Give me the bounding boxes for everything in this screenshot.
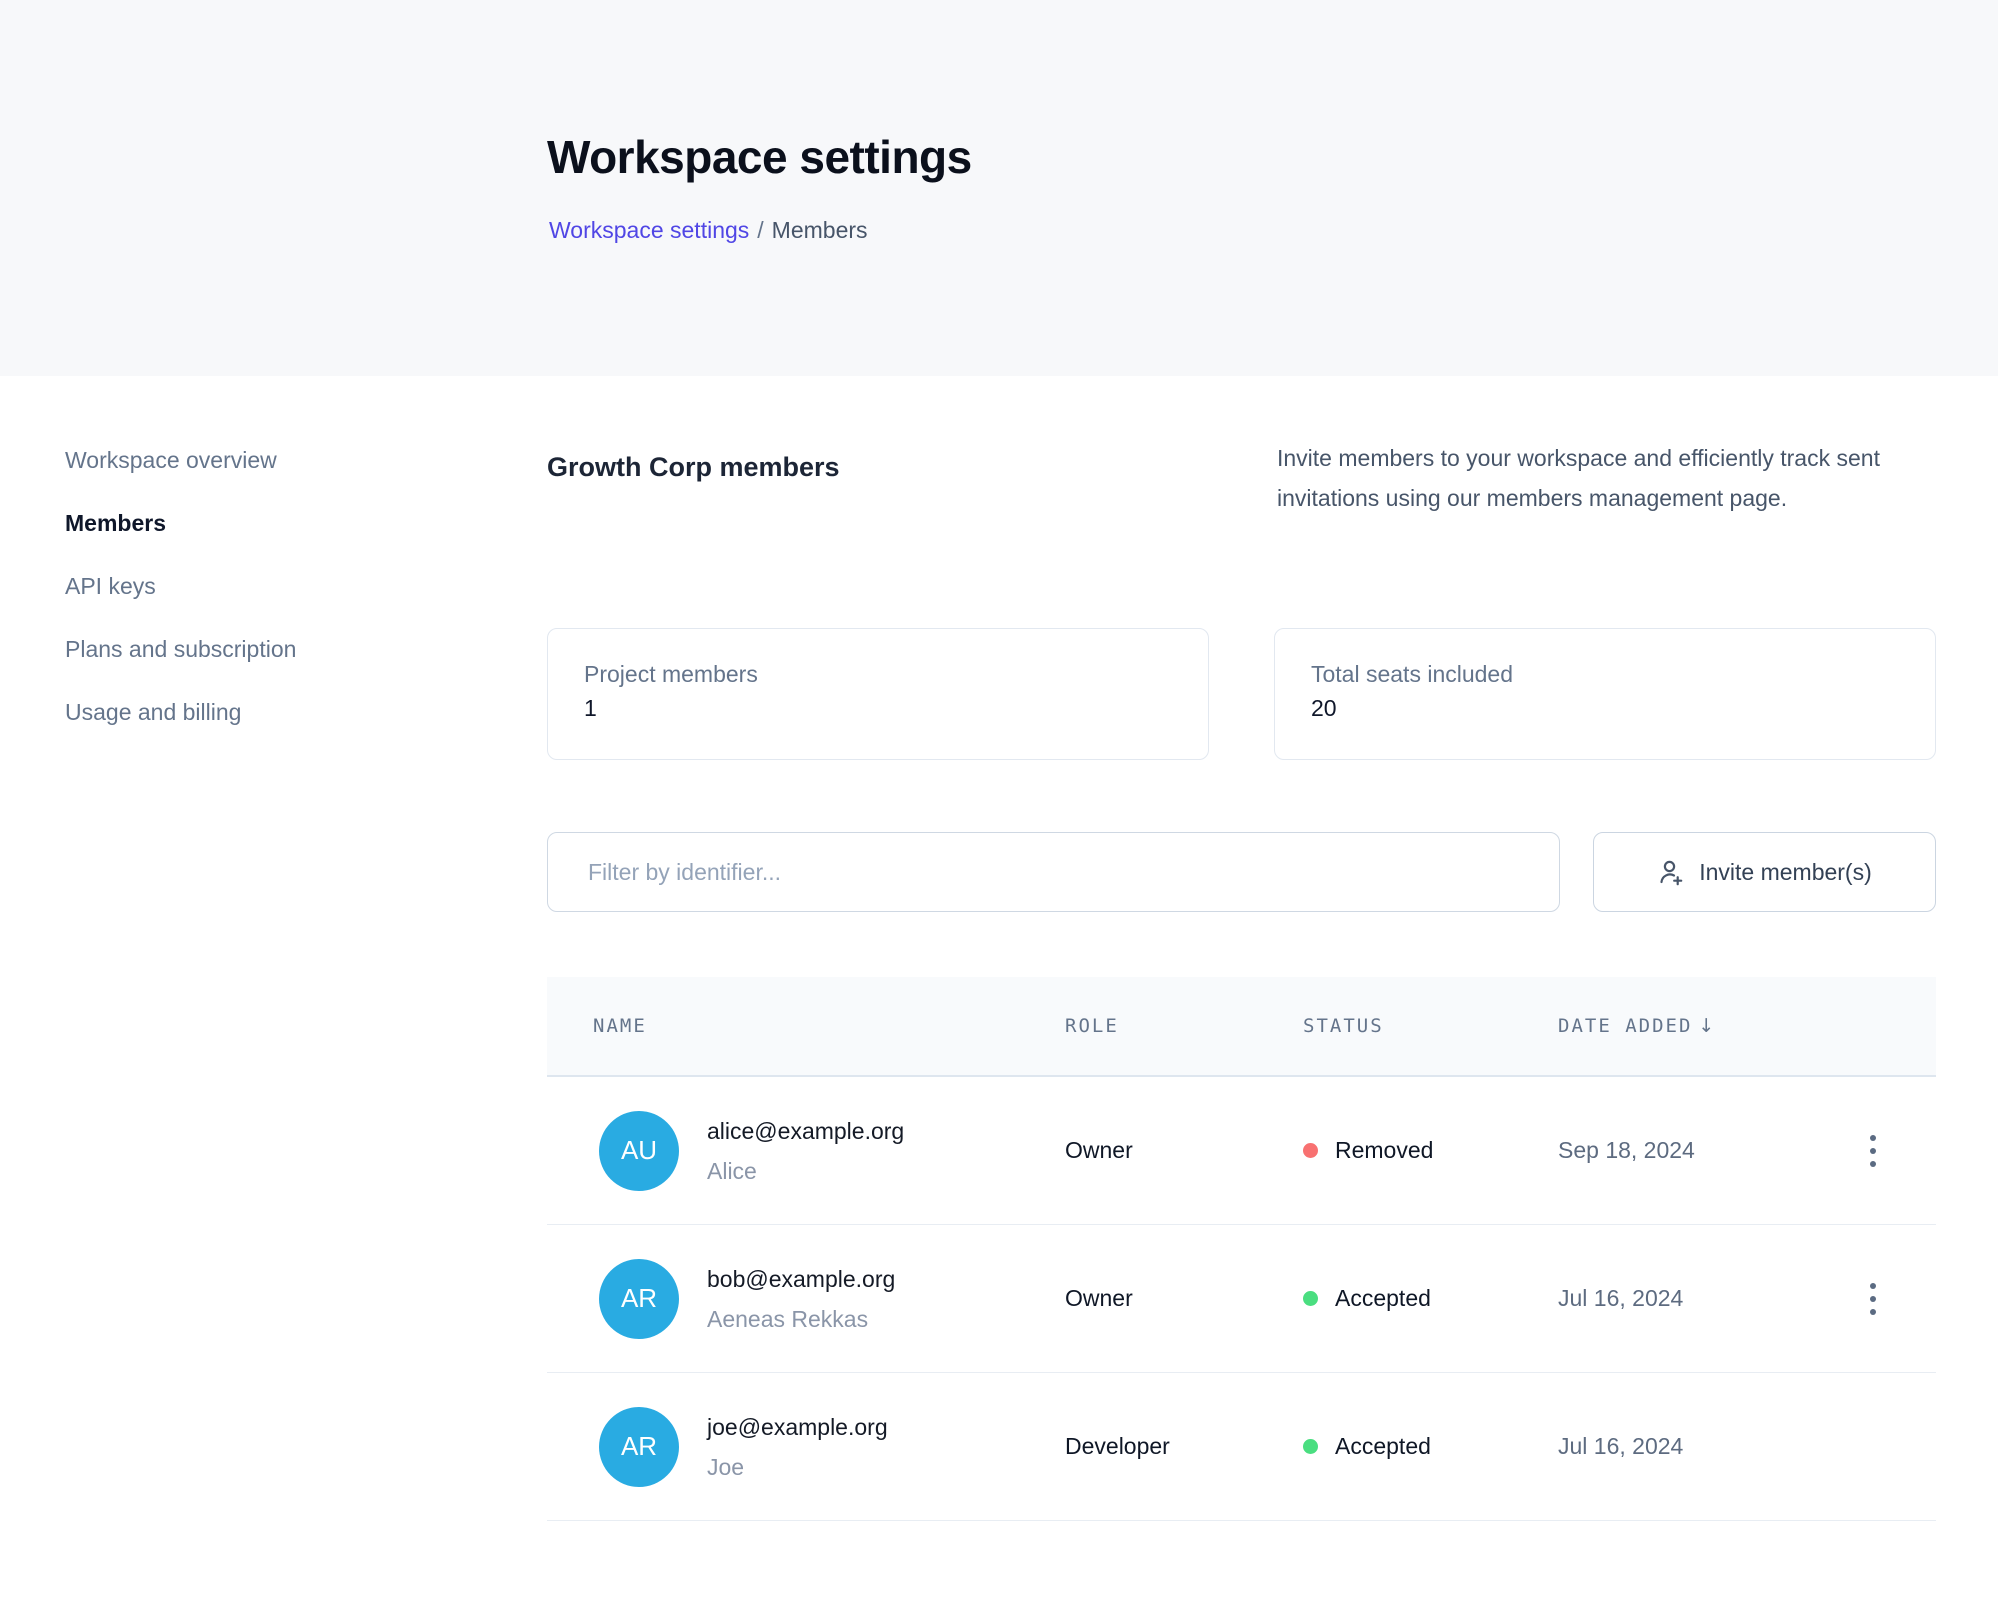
- stat-label: Project members: [584, 661, 758, 687]
- members-table: NAME ROLE STATUS DATE ADDED ↓ AU alice@ex…: [547, 977, 1936, 1521]
- member-status: Accepted: [1303, 1285, 1558, 1312]
- member-role: Owner: [1065, 1285, 1133, 1311]
- column-header-role: ROLE: [1065, 1015, 1119, 1037]
- invite-members-button[interactable]: Invite member(s): [1593, 832, 1936, 912]
- avatar: AR: [599, 1406, 679, 1487]
- member-display-name: Alice: [707, 1157, 757, 1184]
- member-status-label: Accepted: [1335, 1285, 1431, 1311]
- column-header-date-added[interactable]: DATE ADDED ↓: [1558, 1015, 1715, 1037]
- member-status-label: Accepted: [1335, 1433, 1431, 1459]
- members-table-header: NAME ROLE STATUS DATE ADDED ↓: [547, 977, 1936, 1077]
- page-title: Workspace settings: [547, 131, 972, 183]
- sidebar-item-workspace-overview[interactable]: Workspace overview: [65, 447, 277, 473]
- breadcrumb-separator: /: [757, 217, 764, 243]
- member-display-name: Joe: [707, 1453, 745, 1480]
- sort-descending-icon: ↓: [1698, 1015, 1715, 1037]
- status-dot-icon: [1303, 1143, 1318, 1158]
- stat-card-project-members: Project members 1: [547, 628, 1209, 760]
- stat-card-total-seats: Total seats included 20: [1274, 628, 1936, 760]
- member-name-cell: AR bob@example.org Aeneas Rekkas: [593, 1258, 1065, 1339]
- member-name-cell: AU alice@example.org Alice: [593, 1110, 1065, 1191]
- sidebar-item-api-keys[interactable]: API keys: [65, 573, 156, 599]
- member-status: Removed: [1303, 1137, 1558, 1164]
- member-email: alice@example.org: [707, 1117, 905, 1144]
- row-menu-button[interactable]: [1862, 1127, 1884, 1175]
- stat-cards: Project members 1 Total seats included 2…: [547, 628, 1936, 760]
- avatar: AR: [599, 1258, 679, 1339]
- sidebar-item-usage-and-billing[interactable]: Usage and billing: [65, 699, 242, 725]
- status-dot-icon: [1303, 1439, 1318, 1454]
- invite-members-button-label: Invite member(s): [1699, 858, 1872, 885]
- members-section-description: Invite members to your workspace and eff…: [1277, 445, 1880, 511]
- column-header-status: STATUS: [1303, 1015, 1384, 1037]
- member-name-cell: AR joe@example.org Joe: [593, 1406, 1065, 1487]
- row-menu-button[interactable]: [1862, 1275, 1884, 1323]
- stat-value: 20: [1311, 695, 1337, 721]
- member-date-added: Sep 18, 2024: [1558, 1137, 1695, 1163]
- member-date-added: Jul 16, 2024: [1558, 1285, 1684, 1311]
- stat-value: 1: [584, 695, 597, 721]
- avatar: AU: [599, 1110, 679, 1191]
- column-header-name: NAME: [593, 1015, 647, 1037]
- member-status-label: Removed: [1335, 1137, 1434, 1163]
- status-dot-icon: [1303, 1291, 1318, 1306]
- member-date-added: Jul 16, 2024: [1558, 1433, 1684, 1459]
- stat-label: Total seats included: [1311, 661, 1514, 687]
- member-email: joe@example.org: [707, 1413, 888, 1440]
- member-role: Developer: [1065, 1433, 1170, 1459]
- members-section-heading: Growth Corp members: [547, 452, 840, 482]
- member-email: bob@example.org: [707, 1265, 896, 1292]
- sidebar-item-members[interactable]: Members: [65, 510, 166, 536]
- members-toolbar: Invite member(s): [547, 832, 1936, 912]
- member-display-name: Aeneas Rekkas: [707, 1305, 869, 1332]
- member-status: Accepted: [1303, 1433, 1558, 1460]
- page-header: Workspace settings Workspace settings / Me…: [0, 0, 1998, 376]
- table-row: AR bob@example.org Aeneas Rekkas Owner A…: [547, 1225, 1936, 1373]
- breadcrumb-link-workspace-settings[interactable]: Workspace settings: [549, 217, 750, 243]
- table-row: AR joe@example.org Joe Developer Accepte…: [547, 1373, 1936, 1521]
- filter-input[interactable]: [547, 832, 1560, 912]
- breadcrumb-current: Members: [771, 217, 868, 243]
- sidebar-item-plans-and-subscription[interactable]: Plans and subscription: [65, 636, 297, 662]
- table-row: AU alice@example.org Alice Owner Removed…: [547, 1077, 1936, 1225]
- settings-sidebar: Workspace overview Members API keys Plan…: [65, 445, 465, 727]
- members-table-body: AU alice@example.org Alice Owner Removed…: [547, 1077, 1936, 1521]
- member-role: Owner: [1065, 1137, 1133, 1163]
- user-plus-icon: [1657, 859, 1684, 886]
- breadcrumb: Workspace settings / Members: [549, 215, 868, 245]
